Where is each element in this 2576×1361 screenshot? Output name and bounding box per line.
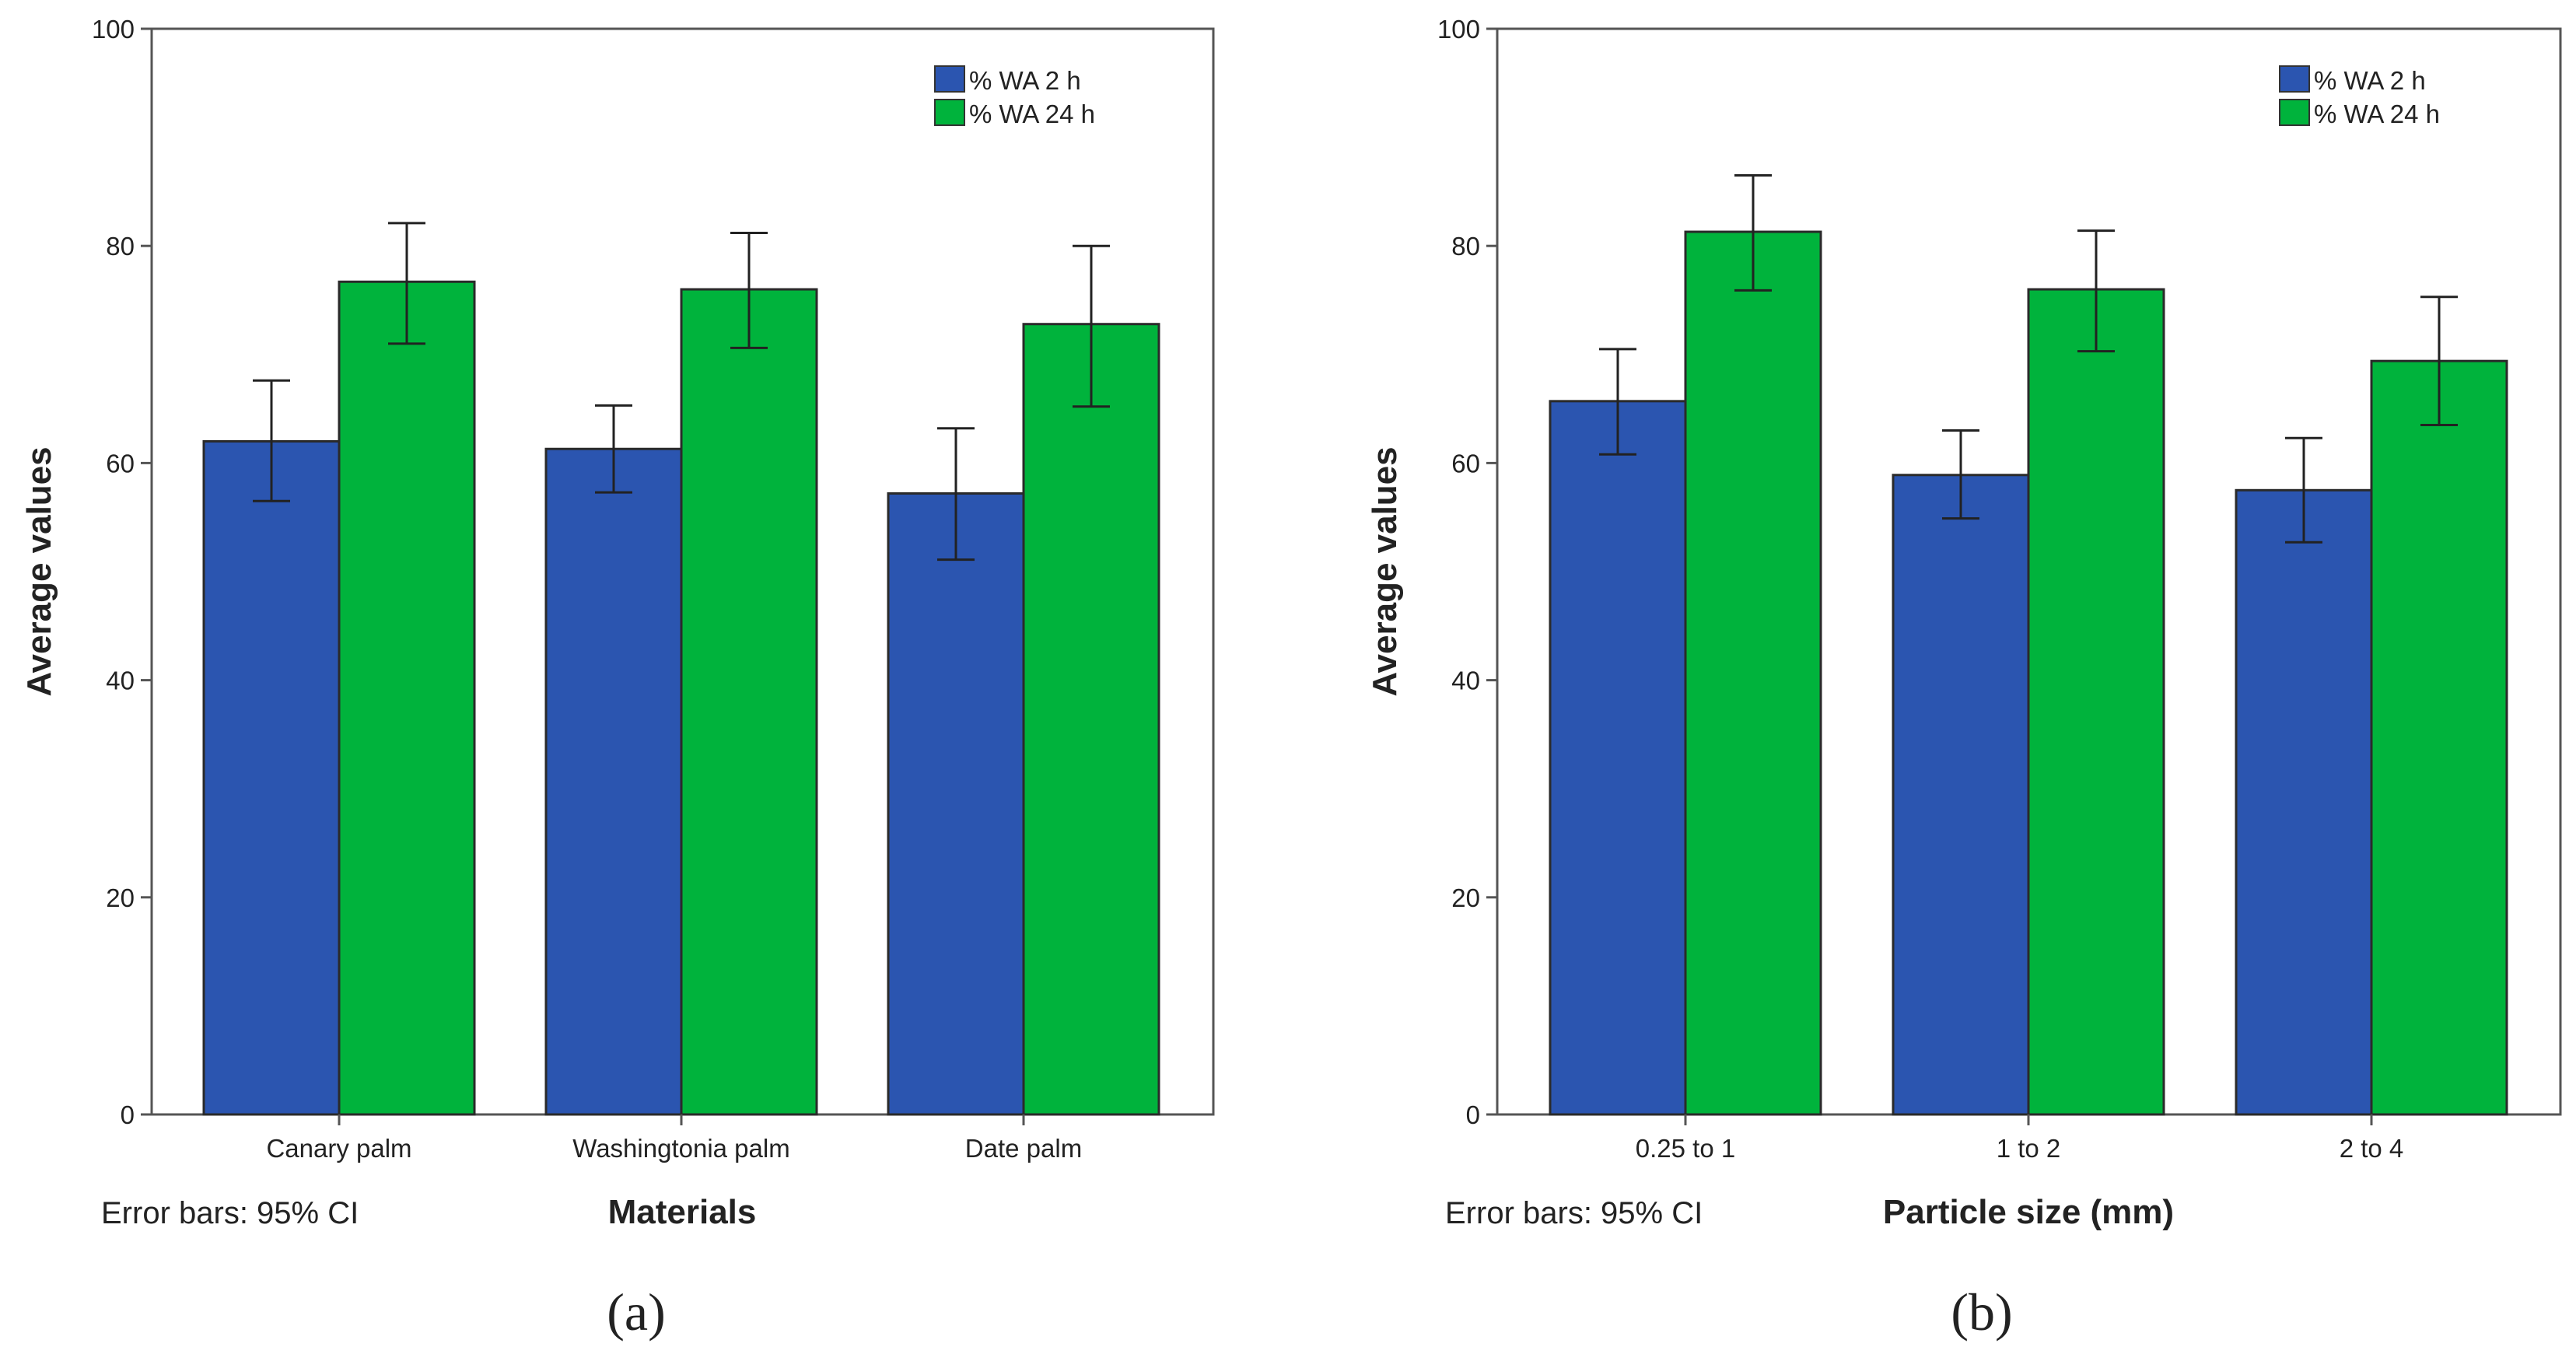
x-tick-label-a-2: Date palm bbox=[965, 1134, 1082, 1163]
error-bars-note-a: Error bars: 95% CI bbox=[101, 1196, 359, 1230]
x-axis-a: Canary palm Washingtonia palm Date palm bbox=[266, 1114, 1082, 1163]
y-axis-title-b: Average values bbox=[1366, 446, 1404, 696]
bar-b-0-0 bbox=[1549, 400, 1687, 1116]
y-tick-label-b-1: 20 bbox=[1451, 883, 1480, 912]
error-bar-a-0-2 bbox=[937, 427, 975, 562]
x-tick-label-b-2: 2 to 4 bbox=[2340, 1134, 2404, 1163]
x-axis-title-a: Materials bbox=[608, 1193, 757, 1231]
legend-label-a-1: % WA 24 h bbox=[969, 100, 1095, 128]
x-tick-label-a-0: Canary palm bbox=[266, 1134, 411, 1163]
x-tick-label-a-1: Washingtonia palm bbox=[572, 1134, 789, 1163]
legend-swatch-a-1 bbox=[934, 99, 965, 126]
error-bar-b-1-2 bbox=[2420, 296, 2458, 427]
error-bar-b-0-0 bbox=[1599, 348, 1636, 456]
error-bars-a bbox=[253, 222, 1110, 562]
y-tick-label-b-3: 60 bbox=[1451, 449, 1480, 478]
panel-label-b: (b) bbox=[1951, 1282, 2012, 1342]
x-axis-title-b: Particle size (mm) bbox=[1883, 1193, 2174, 1231]
y-tick-label-b-0: 0 bbox=[1466, 1100, 1480, 1129]
y-tick-label-a-5: 100 bbox=[92, 15, 135, 44]
error-bar-a-1-2 bbox=[1073, 244, 1110, 408]
y-tick-label-b-4: 80 bbox=[1451, 232, 1480, 261]
x-tick-label-b-0: 0.25 to 1 bbox=[1636, 1134, 1735, 1163]
bar-a-0-0 bbox=[202, 439, 341, 1116]
y-tick-label-a-4: 80 bbox=[106, 232, 135, 261]
error-bar-a-0-1 bbox=[595, 404, 632, 494]
bar-b-0-1 bbox=[1892, 474, 2030, 1116]
y-tick-label-a-2: 40 bbox=[106, 667, 135, 695]
bars-b bbox=[1549, 230, 2508, 1116]
y-axis-a: 0 20 40 60 80 100 bbox=[92, 15, 152, 1129]
y-tick-label-b-2: 40 bbox=[1451, 667, 1480, 695]
legend-label-b-1: % WA 24 h bbox=[2314, 100, 2440, 128]
error-bar-a-1-1 bbox=[730, 231, 768, 349]
y-tick-label-a-3: 60 bbox=[106, 449, 135, 478]
bar-b-1-2 bbox=[2370, 359, 2508, 1116]
x-tick-label-b-1: 1 to 2 bbox=[1997, 1134, 2061, 1163]
bar-a-0-2 bbox=[887, 492, 1025, 1116]
x-axis-b: 0.25 to 1 1 to 2 2 to 4 bbox=[1636, 1114, 2404, 1163]
legend-swatch-b-1 bbox=[2279, 99, 2310, 126]
legend-label-a-0: % WA 2 h bbox=[969, 66, 1081, 95]
legend-b: % WA 2 h % WA 24 h bbox=[2279, 65, 2440, 128]
error-bar-b-0-1 bbox=[1942, 429, 1979, 520]
error-bars-note-b: Error bars: 95% CI bbox=[1445, 1196, 1703, 1230]
bar-a-1-0 bbox=[338, 280, 476, 1116]
error-bar-b-1-1 bbox=[2077, 229, 2115, 353]
bar-b-1-1 bbox=[2027, 288, 2165, 1116]
y-tick-label-b-5: 100 bbox=[1437, 15, 1480, 44]
y-tick-label-a-1: 20 bbox=[106, 883, 135, 912]
bar-b-1-0 bbox=[1684, 230, 1822, 1116]
y-axis-title-a: Average values bbox=[20, 446, 58, 696]
chart-panel-b: 0 20 40 60 80 100 0.25 to 1 1 to 2 2 to 4 Avera… bbox=[1366, 15, 2562, 1342]
legend-label-b-0: % WA 2 h bbox=[2314, 66, 2426, 95]
legend-swatch-b-0 bbox=[2279, 65, 2310, 93]
y-axis-b: 0 20 40 60 80 100 bbox=[1437, 15, 1497, 1129]
bar-a-0-1 bbox=[544, 447, 683, 1116]
bar-a-1-1 bbox=[680, 288, 818, 1116]
chart-panel-a: 0 20 40 60 80 100 Canary palm Washingtonia pal… bbox=[20, 15, 1215, 1342]
error-bar-a-0-0 bbox=[253, 379, 290, 502]
bar-a-1-2 bbox=[1022, 323, 1160, 1116]
bars-a bbox=[202, 280, 1160, 1116]
bar-b-0-2 bbox=[2235, 488, 2373, 1116]
panel-label-a: (a) bbox=[607, 1282, 665, 1342]
error-bar-b-0-2 bbox=[2285, 436, 2322, 544]
error-bars-b bbox=[1599, 173, 2458, 544]
error-bar-b-1-0 bbox=[1734, 173, 1772, 292]
legend-swatch-a-0 bbox=[934, 65, 965, 93]
error-bar-a-1-0 bbox=[388, 222, 425, 345]
y-tick-label-a-0: 0 bbox=[121, 1100, 135, 1129]
legend-a: % WA 2 h % WA 24 h bbox=[934, 65, 1095, 128]
